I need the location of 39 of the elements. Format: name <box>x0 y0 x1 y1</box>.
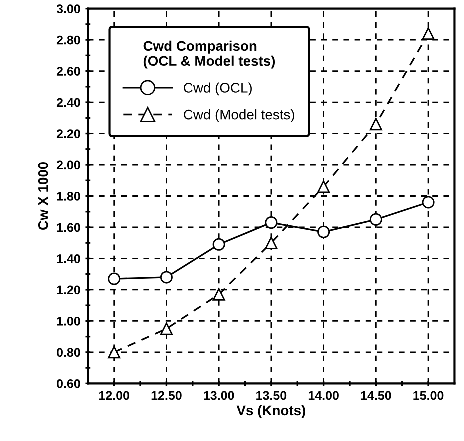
point <box>265 216 278 230</box>
legend-title: Cwd Comparison (OCL & Model tests) <box>144 40 276 69</box>
x-tick-label: 13.00 <box>204 391 234 400</box>
point <box>422 28 435 40</box>
y-tick-label: 2.80 <box>56 36 80 45</box>
point <box>422 196 435 209</box>
y-tick-label: 1.20 <box>57 286 80 295</box>
point <box>370 118 382 131</box>
y-tick-label: 3.00 <box>56 4 80 14</box>
y-axis-title: Cw X 1000 <box>38 162 48 230</box>
legend-label: Cwd (OCL) <box>184 82 252 96</box>
point <box>212 238 226 251</box>
point <box>212 288 226 301</box>
point <box>160 322 173 336</box>
y-tick-label: 2.60 <box>56 67 80 76</box>
x-tick-label: 12.50 <box>152 391 182 400</box>
point <box>318 180 330 194</box>
x-tick-label: 15.00 <box>414 391 444 400</box>
x-axis-title: Vs (Knots) <box>236 405 306 418</box>
y-tick-label: 1.40 <box>57 254 80 264</box>
x-tick-label: 14.00 <box>308 391 339 400</box>
x-tick-label: 14.50 <box>361 391 392 400</box>
x-tick-label: 13.50 <box>256 391 287 400</box>
point <box>370 213 382 226</box>
legend-label: Cwd (Model tests) <box>184 110 294 122</box>
point <box>160 271 173 284</box>
y-tick-label: 0.60 <box>57 379 80 388</box>
y-tick-label: 1.80 <box>57 192 80 201</box>
y-tick-label: 2.00 <box>56 160 80 170</box>
y-tick-label: 0.80 <box>57 348 80 358</box>
y-tick-label: 2.40 <box>56 98 80 108</box>
point <box>265 236 278 250</box>
y-tick-label: 1.00 <box>57 316 80 326</box>
point <box>108 272 121 286</box>
y-tick-label: 2.20 <box>56 130 80 138</box>
x-tick-label: 12.00 <box>99 391 130 400</box>
point <box>318 226 330 238</box>
y-tick-label: 1.60 <box>57 223 80 232</box>
point <box>108 346 121 359</box>
